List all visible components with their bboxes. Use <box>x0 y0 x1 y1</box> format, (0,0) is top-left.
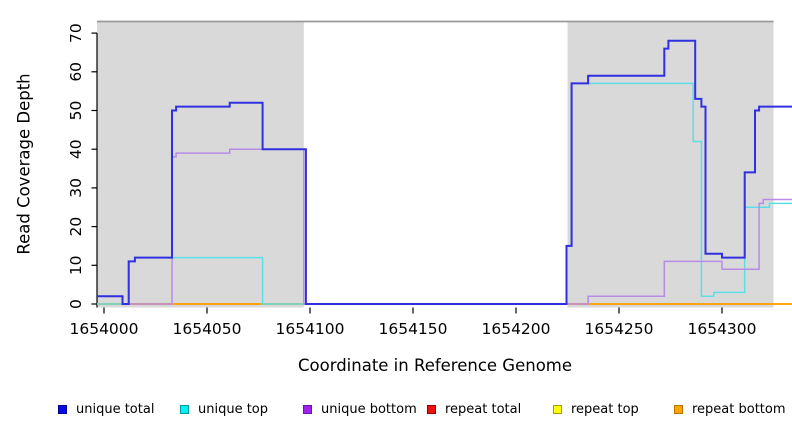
y-tick-label: 70 <box>67 23 85 43</box>
shaded-region <box>567 21 774 308</box>
y-tick-label: 40 <box>67 139 85 159</box>
y-tick-label: 30 <box>67 178 85 198</box>
x-tick-label: 1654250 <box>584 320 653 338</box>
y-axis-title: Read Coverage Depth <box>14 73 34 255</box>
series-group <box>97 39 792 305</box>
y-tick-label: 60 <box>67 62 85 82</box>
x-tick-label: 1654000 <box>69 320 138 338</box>
y-tick-label: 50 <box>67 101 85 121</box>
shaded-region <box>96 21 304 308</box>
x-tick-label: 1654050 <box>172 320 241 338</box>
x-tick-label: 1654300 <box>687 320 756 338</box>
y-tick-label: 20 <box>67 217 85 237</box>
series-unique-total <box>97 39 792 305</box>
y-tick-label: 0 <box>67 299 85 309</box>
y-tick-label: 10 <box>67 255 85 275</box>
x-tick-label: 1654150 <box>378 320 447 338</box>
x-tick-label: 1654100 <box>275 320 344 338</box>
x-tick-label: 1654200 <box>481 320 550 338</box>
x-axis-title: Coordinate in Reference Genome <box>297 356 573 375</box>
